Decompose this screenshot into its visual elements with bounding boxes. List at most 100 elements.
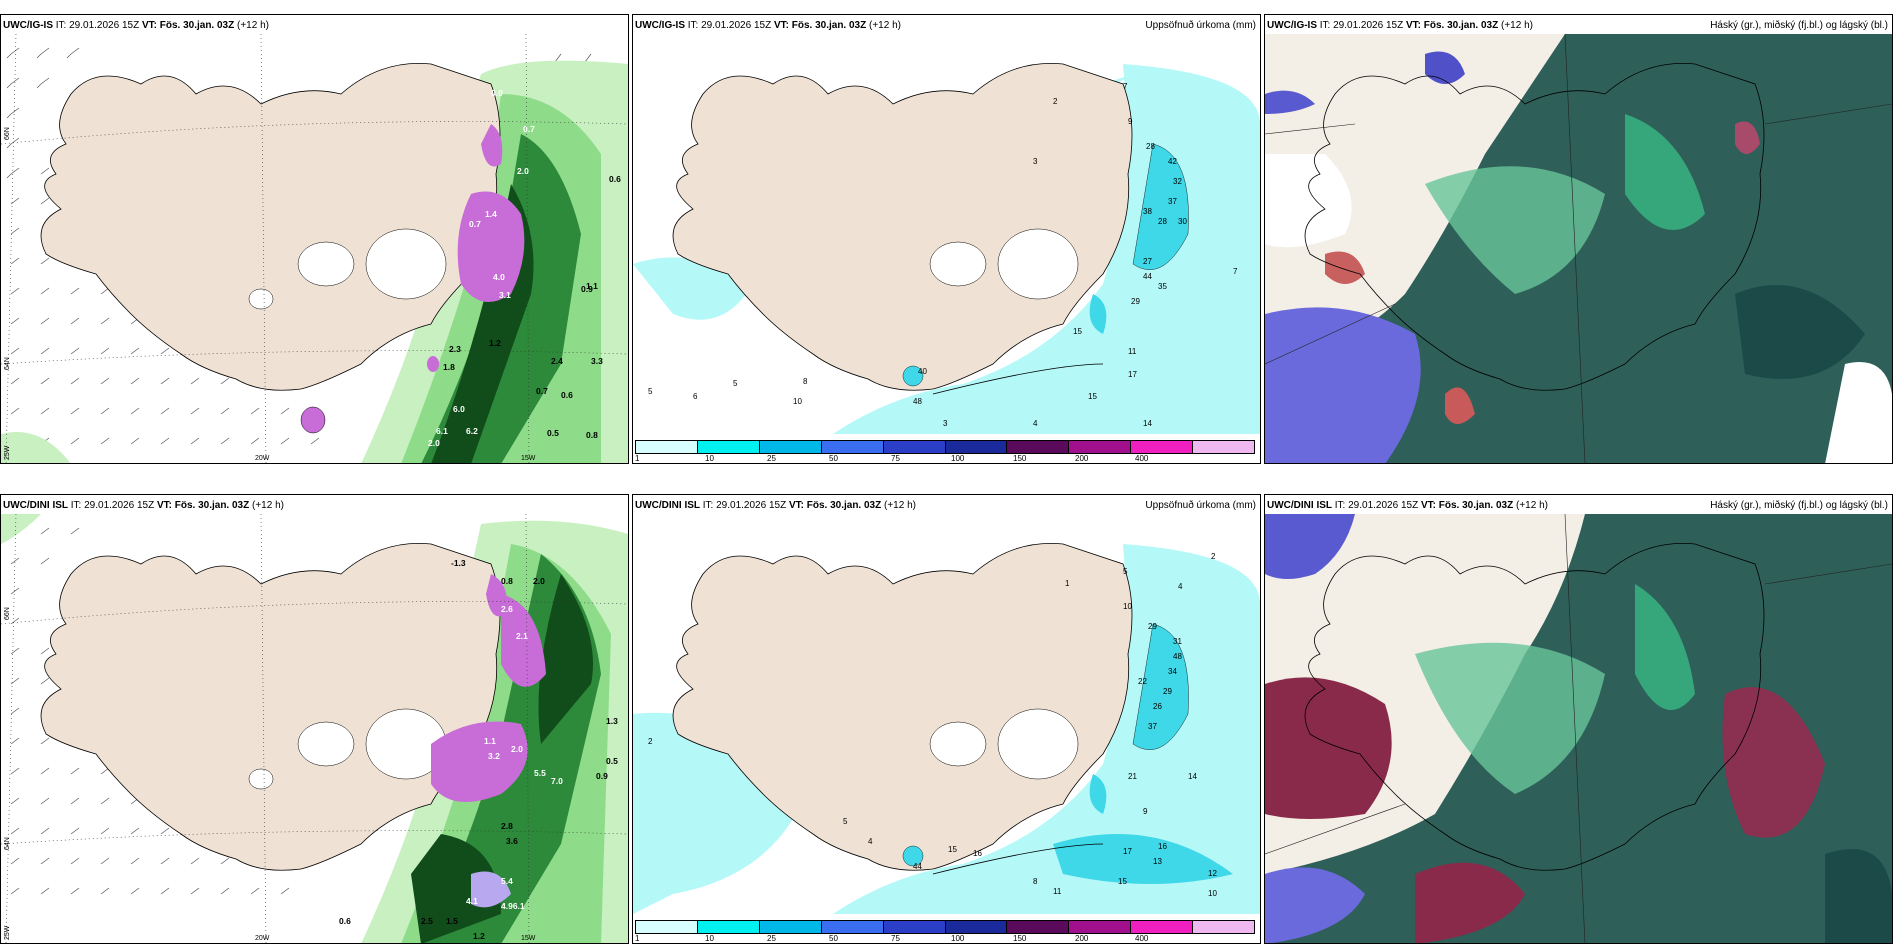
vt-label: VT: (1405, 20, 1421, 31)
precip-value: 22 (1138, 677, 1147, 686)
precip-value: 2 (648, 737, 653, 746)
lead-time: (+12 h) (237, 20, 269, 31)
legend-ticks: 1 10 25 50 75 100 150 200 400 (635, 454, 1255, 463)
lon-25-label: 25W (4, 445, 11, 460)
legend-swatch (1007, 921, 1070, 933)
panel-header: UWC/DINI ISL IT: 29.01.2026 15Z VT: Fös.… (1267, 499, 1888, 513)
panel-header: UWC/IG-IS IT: 29.01.2026 15Z VT: Fös. 30… (1267, 19, 1888, 33)
map-svg: 66N 64N 25W 20W 15W -1.3 0.8 2.0 2.6 2.1… (1, 514, 628, 943)
temp-label: 1.2 (489, 338, 501, 348)
precip-value: 48 (1173, 652, 1182, 661)
precip-value: 28 (1146, 142, 1155, 151)
legend-swatch (759, 441, 822, 453)
temp-label: 6.2 (466, 426, 478, 436)
legend-tick: 150 (1013, 454, 1027, 463)
temp-label: 1.1 (586, 281, 598, 291)
temp-label: 4.1 (466, 896, 478, 906)
model-name: UWC/DINI ISL (3, 500, 68, 511)
precip-value: 31 (1173, 637, 1182, 646)
it-label: IT: (55, 20, 67, 31)
panel-header: UWC/DINI ISL IT: 29.01.2026 15Z VT: Fös.… (3, 499, 624, 513)
precip-value: 4 (1178, 582, 1183, 591)
map-svg (1265, 514, 1892, 943)
temp-wind-map: 66N 64N 25W 20W 15W -1.3 0.8 2.0 2.6 2.1… (1, 514, 628, 943)
legend-tick: 400 (1135, 934, 1149, 943)
precip-labels: 2 7 9 3 28 42 32 37 28 30 27 44 35 29 38… (648, 82, 1238, 428)
cloud-map (1265, 34, 1892, 463)
temp-labels: -1.3 0.8 2.0 2.6 2.1 1.1 3.2 2.0 5.5 7.0… (339, 558, 618, 941)
lon-15-label: 15W (521, 455, 536, 462)
init-time: 29.01.2026 15Z (69, 20, 140, 31)
precip-value: 4 (868, 837, 873, 846)
temp-label: 2.3 (449, 344, 461, 354)
legend-swatch (697, 441, 760, 453)
iceland-landmass (40, 543, 501, 871)
precip-value: 6 (693, 392, 698, 401)
valid-time: Fös. 30.jan. 03Z (1438, 500, 1514, 511)
temp-label: 1.2 (473, 931, 485, 941)
legend-tick: 50 (829, 934, 838, 943)
lead-time: (+12 h) (1516, 500, 1548, 511)
precip-value: 5 (733, 379, 738, 388)
iceland-outline (1304, 543, 1765, 871)
temp-label: 3.2 (488, 751, 500, 761)
precip-value: 27 (1143, 257, 1152, 266)
precip-map: 1 5 2 4 10 29 31 48 34 22 29 26 37 21 14… (633, 514, 1260, 914)
lead-time: (+12 h) (252, 500, 284, 511)
panel-temp-ig: UWC/IG-IS IT: 29.01.2026 15Z VT: Fös. 30… (0, 14, 629, 464)
temp-label: 2.4 (551, 356, 563, 366)
init-time: 29.01.2026 15Z (1348, 500, 1419, 511)
map-svg: 2 7 9 3 28 42 32 37 28 30 27 44 35 29 38… (633, 34, 1260, 434)
precip-value: 30 (1178, 217, 1187, 226)
precip-value: 48 (913, 397, 922, 406)
panel-header: UWC/IG-IS IT: 29.01.2026 15Z VT: Fös. 30… (3, 19, 624, 33)
precip-value: 3 (1033, 157, 1038, 166)
legend-tick: 25 (767, 934, 776, 943)
precip-value: 13 (1153, 857, 1162, 866)
temp-label: 1.3 (606, 716, 618, 726)
vt-label: VT: (156, 500, 172, 511)
legend-swatch (697, 921, 760, 933)
temp-label: 2.1 (516, 631, 528, 641)
lon-20-label: 20W (255, 455, 270, 462)
model-name: UWC/IG-IS (3, 20, 53, 31)
legend-tick: 150 (1013, 934, 1027, 943)
precip-value: 15 (1118, 877, 1127, 886)
lon-20-label: 20W (255, 935, 270, 942)
legend-tick: 25 (767, 454, 776, 463)
lat-66-label: 66N (4, 127, 11, 140)
valid-time: Fös. 30.jan. 03Z (1423, 20, 1499, 31)
temp-label: 4.0 (493, 272, 505, 282)
temp-label: 0.9 (581, 284, 593, 294)
precip-value: 10 (793, 397, 802, 406)
legend-swatch (945, 441, 1008, 453)
cloud-map (1265, 514, 1892, 943)
panel-title: Háský (gr.), miðský (fj.bl.) og lágský (… (1710, 20, 1888, 31)
init-time: 29.01.2026 15Z (1333, 20, 1404, 31)
legend-swatch (821, 441, 884, 453)
legend-swatch (1193, 441, 1255, 453)
precip-value: 29 (1163, 687, 1172, 696)
precip-value: 37 (1148, 722, 1157, 731)
map-svg: 1 5 2 4 10 29 31 48 34 22 29 26 37 21 14… (633, 514, 1260, 914)
temp-label: 2.0 (428, 438, 440, 448)
precip-value: 9 (1143, 807, 1148, 816)
panel-title: Háský (gr.), miðský (fj.bl.) og lágský (… (1710, 500, 1888, 511)
model-name: UWC/IG-IS (635, 20, 685, 31)
legend-swatch (1069, 921, 1132, 933)
map-svg (1265, 34, 1892, 463)
precip-value: 29 (1131, 297, 1140, 306)
precip-value: 7 (1233, 267, 1238, 276)
legend-swatch (1007, 441, 1070, 453)
panel-precip-dini: UWC/DINI ISL IT: 29.01.2026 15Z VT: Fös.… (632, 494, 1261, 944)
lead-time: (+12 h) (1501, 20, 1533, 31)
temp-label: 2.0 (517, 166, 529, 176)
precip-value: 1 (1065, 579, 1070, 588)
vt-label: VT: (773, 20, 789, 31)
precip-shading (431, 574, 546, 908)
temp-label: -1.3 (451, 558, 466, 568)
model-name: UWC/DINI ISL (635, 500, 700, 511)
it-label: IT: (1319, 20, 1331, 31)
legend-tick: 75 (891, 454, 900, 463)
valid-time: Fös. 30.jan. 03Z (791, 20, 867, 31)
